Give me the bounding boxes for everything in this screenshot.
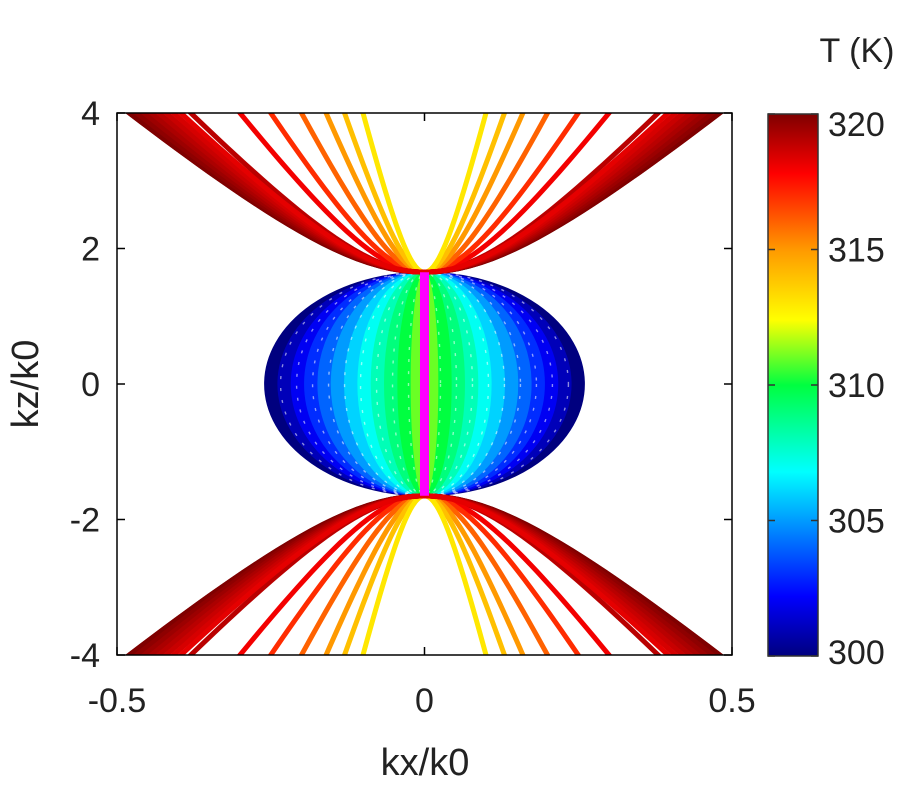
y-tick-label: -4 [70, 637, 100, 675]
x-tick-label: 0 [415, 682, 434, 720]
colorbar-tick-label: 310 [828, 367, 885, 405]
hyperbolic-contour-top-320K [125, 113, 724, 275]
hyperbolic-contour-bottom-318K [236, 493, 613, 655]
hyperbolic-contour-bottom-318.25K [177, 493, 672, 655]
hyperbolic-contour-bottom-313K [360, 493, 489, 655]
hyperbolic-contour-bottom-319.25K [147, 493, 702, 655]
ellipse-speckle-5 [343, 271, 506, 497]
colorbar-title: T (K) [820, 32, 895, 70]
hyperbolic-contour-top-318K [236, 113, 613, 275]
hyperbolic-branch-top [125, 113, 724, 275]
colorbar-tick-label: 300 [828, 634, 885, 672]
ellipse-speckle-6 [327, 271, 522, 497]
hyperbolic-contour-bottom-319.5K [140, 493, 709, 655]
hyperbolic-contour-bottom-319.75K [132, 493, 717, 655]
hyperbolic-contour-top-319.75K [132, 113, 717, 275]
plot-area [125, 113, 724, 655]
ellipse-speckle-1 [407, 271, 442, 497]
hyperbolic-contour-bottom-320K [125, 493, 724, 655]
hyperbolic-contour-bottom-317K [267, 493, 582, 655]
x-axis: -0.5 0 0.5 [88, 113, 756, 720]
hyperbolic-contour-top-318.25K [177, 113, 672, 275]
y-tick-label: 4 [81, 95, 100, 133]
hyperbolic-contour-top-313K [360, 113, 489, 275]
colorbar-tick-label: 315 [828, 232, 885, 270]
colorbar-ticks: 320 315 310 305 300 [768, 106, 885, 672]
ellipse-speckle-9 [279, 271, 570, 497]
x-tick-label: 0.5 [708, 682, 755, 720]
colorbar-tick-label: 305 [828, 503, 885, 541]
x-tick-label: -0.5 [88, 682, 147, 720]
y-tick-label: -2 [70, 502, 100, 540]
hyperbolic-contour-bottom-320K [125, 493, 724, 655]
hyperbolic-contour-top-319.5K [140, 113, 709, 275]
y-tick-label: 2 [81, 231, 100, 269]
hyperbolic-contour-top-317K [267, 113, 582, 275]
ellipse-speckle-3 [375, 271, 474, 497]
colorbar [767, 113, 819, 657]
hyperbolic-contour-top-319.25K [147, 113, 702, 275]
hyperbolic-contour-top-320K [125, 113, 724, 275]
ellipse-speckle-7 [311, 271, 538, 497]
y-axis: 4 2 0 -2 -4 [70, 95, 732, 675]
colorbar-tick-label: 320 [828, 106, 885, 144]
hyperbolic-branch-bottom [125, 493, 724, 655]
y-tick-label: 0 [81, 366, 100, 404]
x-axis-label: kx/k0 [381, 742, 470, 784]
y-axis-label: kz/k0 [5, 340, 47, 429]
